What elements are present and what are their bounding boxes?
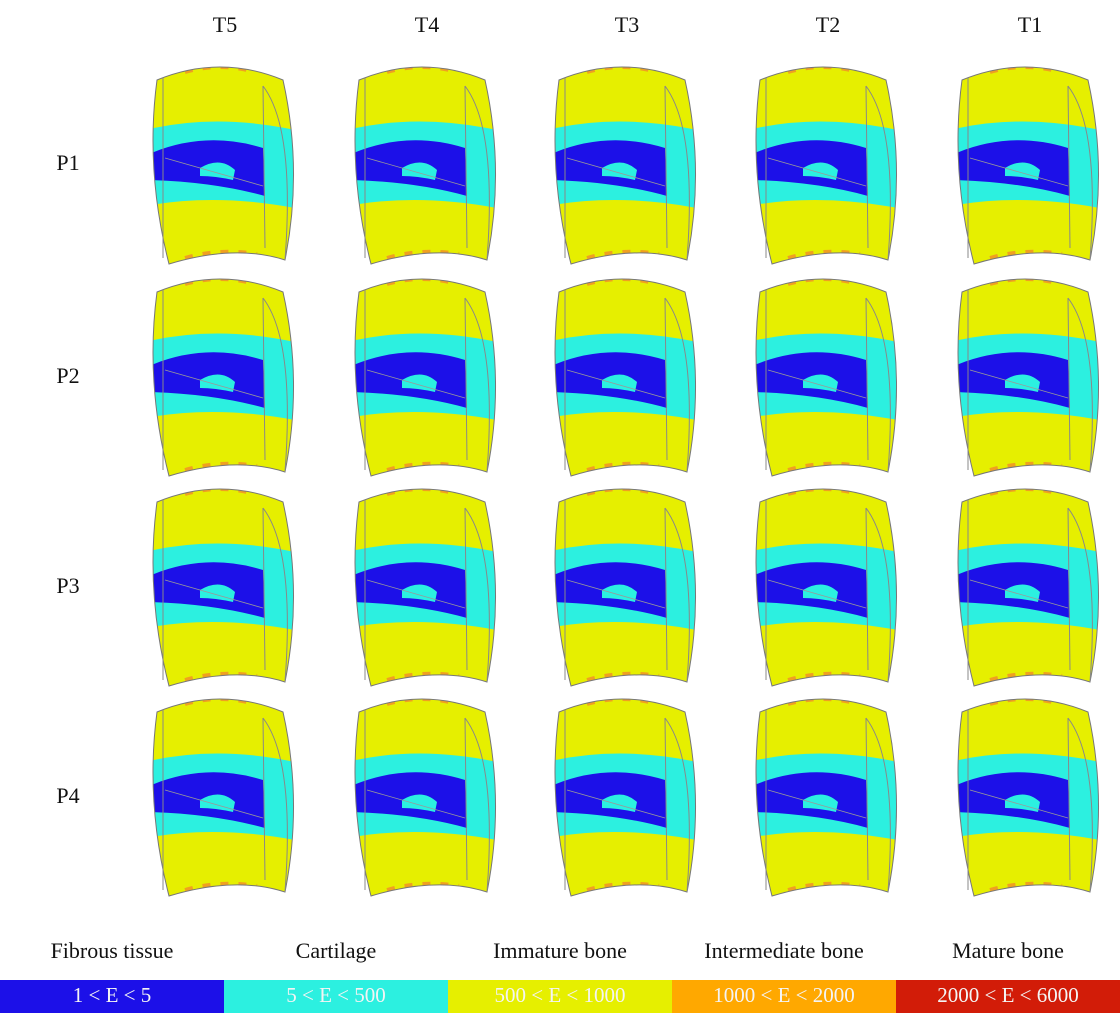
row-label: P4 xyxy=(56,783,79,808)
simulation-image xyxy=(547,690,707,905)
legend-range: 1000 < E < 2000 xyxy=(713,983,855,1007)
column-header: T3 xyxy=(615,12,639,37)
legend-name: Mature bone xyxy=(952,938,1064,963)
simulation-image xyxy=(547,270,707,485)
simulation-image xyxy=(950,270,1110,485)
simulation-image xyxy=(547,58,707,273)
column-header: T4 xyxy=(415,12,439,37)
simulation-image xyxy=(145,270,305,485)
simulation-image xyxy=(748,270,908,485)
column-header: T2 xyxy=(816,12,840,37)
legend-name: Cartilage xyxy=(296,938,377,963)
legend-name: Fibrous tissue xyxy=(51,938,174,963)
simulation-image xyxy=(950,58,1110,273)
row-label: P3 xyxy=(56,573,79,598)
legend-name: Immature bone xyxy=(493,938,627,963)
row-label: P1 xyxy=(56,150,79,175)
simulation-image xyxy=(950,690,1110,905)
simulation-image xyxy=(547,480,707,695)
simulation-image xyxy=(347,270,507,485)
figure: T5 T4 T3 T2 T1 P1 P2 P3 P4 Fibrous tissue 1 < E < … xyxy=(0,0,1120,1013)
simulation-image xyxy=(347,58,507,273)
legend-range: 1 < E < 5 xyxy=(73,983,152,1007)
row-label: P2 xyxy=(56,363,79,388)
simulation-image xyxy=(950,480,1110,695)
simulation-image xyxy=(145,690,305,905)
simulation-image xyxy=(145,58,305,273)
simulation-image xyxy=(748,58,908,273)
simulation-image xyxy=(748,480,908,695)
column-header: T1 xyxy=(1018,12,1042,37)
legend-range: 500 < E < 1000 xyxy=(494,983,625,1007)
simulation-image xyxy=(748,690,908,905)
simulation-image xyxy=(145,480,305,695)
column-header: T5 xyxy=(213,12,237,37)
simulation-image xyxy=(347,690,507,905)
legend-range: 5 < E < 500 xyxy=(286,983,386,1007)
legend-name: Intermediate bone xyxy=(704,938,863,963)
legend-range: 2000 < E < 6000 xyxy=(937,983,1079,1007)
simulation-image xyxy=(347,480,507,695)
